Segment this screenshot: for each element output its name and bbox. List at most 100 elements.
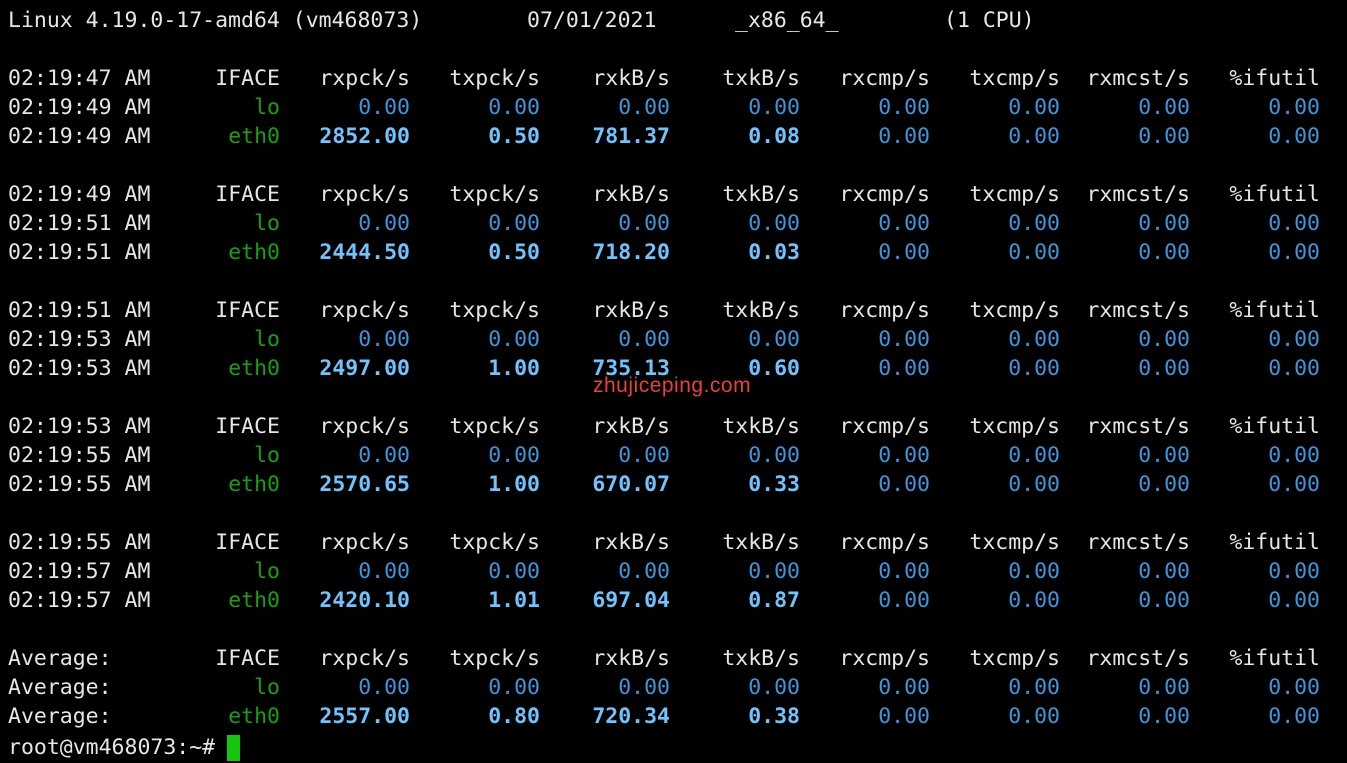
metric-value: 0.00	[1138, 704, 1190, 729]
data-row: 02:19:53 AM lo 0.00 0.00 0.00 0.00 0.00 0.00 0.0…	[0, 325, 1347, 354]
row-time: 02:19:49 AM	[8, 95, 151, 120]
metric-value: 697.04	[592, 588, 670, 613]
row-time: 02:19:57 AM	[8, 588, 151, 613]
column-header: rxcmp/s	[839, 66, 930, 91]
metric-value: 0.00	[878, 704, 930, 729]
metric-value: 0.00	[878, 124, 930, 149]
metric-value: 0.00	[1268, 211, 1320, 236]
metric-value: 0.00	[748, 327, 800, 352]
metric-value: 0.00	[748, 95, 800, 120]
column-header: txcmp/s	[969, 298, 1060, 323]
data-row: 02:19:55 AM eth0 2570.65 1.00 670.07 0.33 0.00…	[0, 470, 1347, 499]
metric-value: 0.00	[618, 211, 670, 236]
metric-value: 0.00	[1138, 211, 1190, 236]
metric-value: 2497.00	[319, 356, 410, 381]
metric-value: 2444.50	[319, 240, 410, 265]
header-time: 02:19:47 AM	[8, 66, 151, 91]
metric-value: 0.00	[618, 443, 670, 468]
metric-value: 2570.65	[319, 472, 410, 497]
metric-value: 0.00	[358, 211, 410, 236]
metric-value: 0.00	[878, 356, 930, 381]
data-row: Average: lo 0.00 0.00 0.00 0.00 0.00 0.00 0.00 0.…	[0, 673, 1347, 702]
column-header: rxmcst/s	[1086, 66, 1190, 91]
iface-name: eth0	[228, 588, 280, 613]
metric-value: 0.00	[358, 675, 410, 700]
metric-value: 0.00	[1268, 704, 1320, 729]
column-header: rxmcst/s	[1086, 414, 1190, 439]
metric-value: 0.00	[1138, 240, 1190, 265]
data-row: 02:19:53 AM eth0 2497.00 1.00 735.13 0.60 0.00…	[0, 354, 1347, 383]
shell-prompt[interactable]: root@vm468073:~#	[8, 733, 241, 762]
metric-value: 0.00	[1008, 356, 1060, 381]
kernel-info: Linux 4.19.0-17-amd64 (vm468073)	[8, 8, 423, 33]
metric-value: 0.87	[748, 588, 800, 613]
metric-value: 0.00	[1268, 675, 1320, 700]
metric-value: 0.00	[878, 95, 930, 120]
metric-value: 0.00	[1138, 443, 1190, 468]
column-header: rxkB/s	[592, 66, 670, 91]
column-header: txpck/s	[449, 298, 540, 323]
metric-value: 0.00	[1008, 240, 1060, 265]
column-header: rxkB/s	[592, 182, 670, 207]
column-header: txpck/s	[449, 414, 540, 439]
column-header: rxpck/s	[319, 530, 410, 555]
column-header: IFACE	[215, 182, 280, 207]
column-header: %ifutil	[1229, 530, 1320, 555]
data-row: 02:19:57 AM eth0 2420.10 1.01 697.04 0.87 0.00…	[0, 586, 1347, 615]
data-row: Average: eth0 2557.00 0.80 720.34 0.38 0.00 0.0…	[0, 702, 1347, 731]
row-time: 02:19:53 AM	[8, 356, 151, 381]
iface-name: lo	[254, 327, 280, 352]
metric-value: 0.00	[1268, 240, 1320, 265]
column-header: rxpck/s	[319, 414, 410, 439]
column-header: rxpck/s	[319, 182, 410, 207]
partial-command-text: xxxxxxx xxxxxxxxx	[8, 0, 228, 4]
header-time: Average:	[8, 646, 112, 671]
column-header: %ifutil	[1229, 66, 1320, 91]
column-header: rxmcst/s	[1086, 530, 1190, 555]
data-row: 02:19:49 AM eth0 2852.00 0.50 781.37 0.08 0.00…	[0, 122, 1347, 151]
metric-value: 0.00	[488, 95, 540, 120]
column-header: %ifutil	[1229, 414, 1320, 439]
metric-value: 0.00	[878, 327, 930, 352]
metric-value: 0.00	[878, 240, 930, 265]
metric-value: 0.00	[1138, 472, 1190, 497]
column-header: rxpck/s	[319, 646, 410, 671]
iface-name: eth0	[228, 124, 280, 149]
column-header: txkB/s	[722, 182, 800, 207]
column-header: %ifutil	[1229, 646, 1320, 671]
metric-value: 0.00	[748, 443, 800, 468]
data-row: 02:19:55 AM lo 0.00 0.00 0.00 0.00 0.00 0.00 0.0…	[0, 441, 1347, 470]
iface-name: eth0	[228, 240, 280, 265]
column-header: txpck/s	[449, 182, 540, 207]
header-row: 02:19:47 AM IFACE rxpck/s txpck/s rxkB/s txkB…	[0, 64, 1347, 93]
metric-value: 0.00	[1268, 95, 1320, 120]
column-header: rxmcst/s	[1086, 298, 1190, 323]
metric-value: 0.00	[618, 559, 670, 584]
metric-value: 0.50	[488, 124, 540, 149]
metric-value: 0.00	[618, 95, 670, 120]
column-header: rxmcst/s	[1086, 182, 1190, 207]
metric-value: 0.33	[748, 472, 800, 497]
metric-value: 0.00	[748, 559, 800, 584]
metric-value: 0.00	[748, 211, 800, 236]
column-header: txcmp/s	[969, 66, 1060, 91]
metric-value: 670.07	[592, 472, 670, 497]
metric-value: 720.34	[592, 704, 670, 729]
column-header: %ifutil	[1229, 182, 1320, 207]
metric-value: 0.08	[748, 124, 800, 149]
iface-name: lo	[254, 211, 280, 236]
iface-name: lo	[254, 443, 280, 468]
metric-value: 0.00	[1008, 588, 1060, 613]
header-time: 02:19:51 AM	[8, 298, 151, 323]
metric-value: 0.00	[1138, 356, 1190, 381]
column-header: rxcmp/s	[839, 414, 930, 439]
metric-value: 0.00	[1268, 559, 1320, 584]
metric-value: 0.00	[488, 675, 540, 700]
column-header: txkB/s	[722, 298, 800, 323]
prompt-line[interactable]: root@vm468073:~#	[0, 733, 1347, 762]
column-header: IFACE	[215, 298, 280, 323]
row-time: 02:19:49 AM	[8, 124, 151, 149]
metric-value: 1.00	[488, 472, 540, 497]
column-header: txpck/s	[449, 646, 540, 671]
